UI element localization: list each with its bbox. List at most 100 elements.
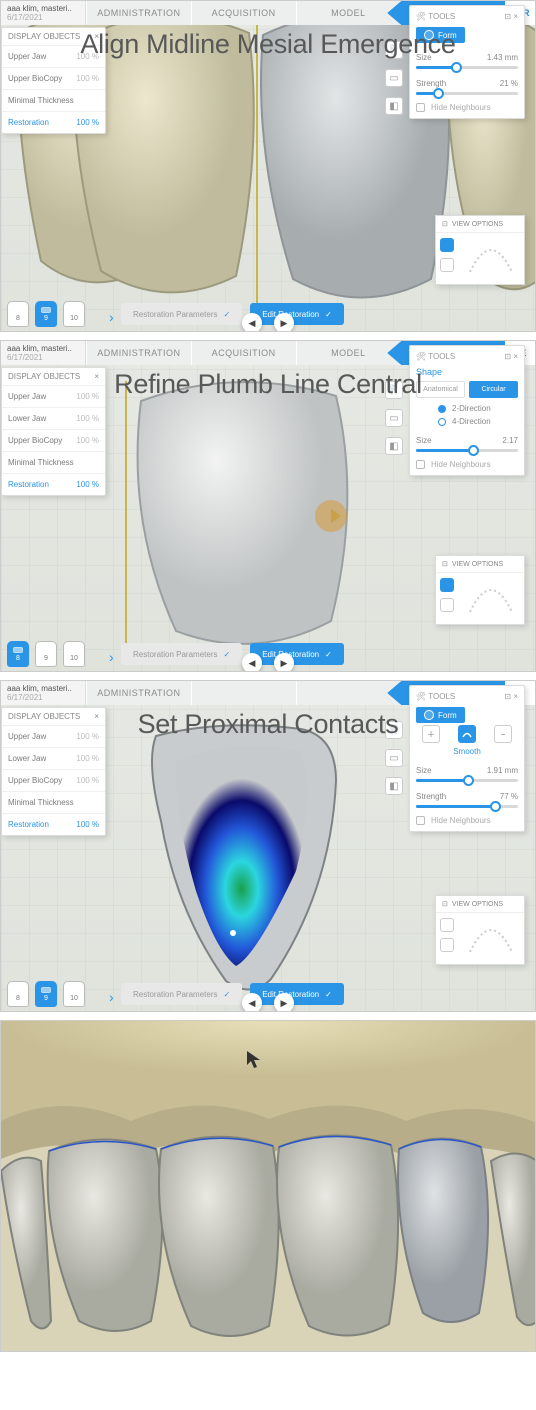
tab-acquisition[interactable] <box>191 681 296 705</box>
patient-info[interactable]: aaa klim, masteri.. 6/17/2021 <box>1 681 86 705</box>
tooth-9[interactable]: 9 <box>35 301 57 327</box>
strength-value: 21 % <box>500 79 518 88</box>
tab-acquisition[interactable]: ACQUISITION <box>191 1 296 25</box>
displayobj-row-restoration[interactable]: Restoration100 % <box>2 813 105 835</box>
tooth-9[interactable]: 9 <box>35 641 57 667</box>
nav-right-button[interactable]: ▶ <box>274 993 294 1012</box>
scale-icon[interactable]: ▭ <box>385 409 403 427</box>
expand-icon[interactable]: ⊡ <box>442 220 448 228</box>
strength-label: Strength <box>416 79 446 88</box>
patient-info[interactable]: aaa klim, masteri.. 6/17/2021 <box>1 341 86 365</box>
extra-icon[interactable]: ◧ <box>385 437 403 455</box>
panel-caption: Align Midline Mesial Emergence <box>1 29 535 60</box>
panel-3: Set Proximal Contacts aaa klim, masteri.… <box>0 680 536 1012</box>
check-icon: ✓ <box>325 990 332 999</box>
bottom-bar: 8 9 10 › Restoration Parameters✓ Edit Re… <box>1 293 535 331</box>
hide-neighbours-option[interactable]: Hide Neighbours <box>416 816 518 825</box>
strength-slider[interactable] <box>416 805 518 808</box>
panel-caption: Set Proximal Contacts <box>1 709 535 740</box>
view-icon-2[interactable] <box>440 938 454 952</box>
nav-right-button[interactable]: ▶ <box>274 653 294 672</box>
tools-expand-icon[interactable]: ⊡ × <box>504 352 518 361</box>
displayobj-label: Minimal Thickness <box>8 96 74 105</box>
radio-icon <box>438 405 446 413</box>
displayobj-label: Upper BioCopy <box>8 74 62 83</box>
patient-date: 6/17/2021 <box>7 693 79 702</box>
tools-title: 🛠 TOOLS <box>416 352 455 361</box>
scale-icon[interactable]: ▭ <box>385 69 403 87</box>
tab-model[interactable] <box>296 681 401 705</box>
view-icon-1[interactable] <box>440 578 454 592</box>
tools-expand-icon[interactable]: ⊡ × <box>504 12 518 21</box>
expand-icon[interactable]: ⊡ <box>442 560 448 568</box>
view-icon-1[interactable] <box>440 238 454 252</box>
tab-model[interactable]: MODEL <box>296 341 401 365</box>
nav-left-button[interactable]: ◀ <box>242 313 262 332</box>
strength-label: Strength <box>416 792 446 801</box>
tooth-8[interactable]: 8 <box>7 641 29 667</box>
displayobj-row[interactable]: Minimal Thickness <box>2 451 105 473</box>
chevron-right-icon[interactable]: › <box>109 649 114 665</box>
extra-icon[interactable]: ◧ <box>385 97 403 115</box>
arch-icon[interactable] <box>464 236 518 276</box>
nav-left-button[interactable]: ◀ <box>242 653 262 672</box>
view-options-card: ⊡VIEW OPTIONS <box>435 895 525 965</box>
displayobj-row-restoration[interactable]: Restoration100 % <box>2 111 105 133</box>
view-icon-2[interactable] <box>440 598 454 612</box>
hide-neighbours-label: Hide Neighbours <box>431 103 491 112</box>
view-icon-1[interactable] <box>440 918 454 932</box>
strength-slider[interactable] <box>416 92 518 95</box>
tab-model[interactable]: MODEL <box>296 1 401 25</box>
chevron-right-icon[interactable]: › <box>109 309 114 325</box>
checkbox-icon <box>416 460 425 469</box>
tools-form-card: 🛠 TOOLS⊡ × Form Size1.43 mm Strength21 %… <box>409 5 525 119</box>
nav-left-button[interactable]: ◀ <box>242 993 262 1012</box>
option-4direction[interactable]: 4-Direction <box>438 417 518 426</box>
size-slider[interactable] <box>416 449 518 452</box>
tools-title: 🛠 TOOLS <box>416 692 455 701</box>
view-options-card: ⊡VIEW OPTIONS <box>435 215 525 285</box>
displayobj-row[interactable]: Upper BioCopy100 % <box>2 769 105 791</box>
size-slider[interactable] <box>416 779 518 782</box>
check-icon: ✓ <box>223 990 230 999</box>
chevron-right-icon[interactable]: › <box>109 989 114 1005</box>
restoration-parameters-button[interactable]: Restoration Parameters✓ <box>121 303 242 325</box>
panel-1: Align Midline Mesial Emergence aaa klim,… <box>0 0 536 332</box>
displayobj-row[interactable]: Upper BioCopy100 % <box>2 67 105 89</box>
size-slider[interactable] <box>416 66 518 69</box>
nav-right-button[interactable]: ▶ <box>274 313 294 332</box>
tooth-9[interactable]: 9 <box>35 981 57 1007</box>
tooth-10[interactable]: 10 <box>63 641 85 667</box>
tab-administration[interactable]: ADMINISTRATION <box>86 341 191 365</box>
restoration-parameters-button[interactable]: Restoration Parameters✓ <box>121 643 242 665</box>
check-icon: ✓ <box>325 650 332 659</box>
hide-neighbours-option[interactable]: Hide Neighbours <box>416 103 518 112</box>
arch-icon[interactable] <box>464 916 518 956</box>
tab-administration[interactable]: ADMINISTRATION <box>86 1 191 25</box>
view-icon-2[interactable] <box>440 258 454 272</box>
tab-administration[interactable]: ADMINISTRATION <box>86 681 191 705</box>
size-label: Size <box>416 766 432 775</box>
scale-icon[interactable]: ▭ <box>385 749 403 767</box>
tooth-8[interactable]: 8 <box>7 981 29 1007</box>
displayobj-row[interactable]: Minimal Thickness <box>2 791 105 813</box>
checkbox-icon <box>416 103 425 112</box>
bottom-bar: 8 9 10 › Restoration Parameters✓ Edit Re… <box>1 973 535 1011</box>
tooth-10[interactable]: 10 <box>63 981 85 1007</box>
restoration-parameters-button[interactable]: Restoration Parameters✓ <box>121 983 242 1005</box>
extra-icon[interactable]: ◧ <box>385 777 403 795</box>
tooth-8[interactable]: 8 <box>7 301 29 327</box>
hide-neighbours-option[interactable]: Hide Neighbours <box>416 460 518 469</box>
displayobj-row[interactable]: Lower Jaw100 % <box>2 747 105 769</box>
displayobj-row-restoration[interactable]: Restoration100 % <box>2 473 105 495</box>
option-2direction[interactable]: 2-Direction <box>438 404 518 413</box>
tools-expand-icon[interactable]: ⊡ × <box>504 692 518 701</box>
patient-info[interactable]: aaa klim, masteri.. 6/17/2021 <box>1 1 86 25</box>
tab-acquisition[interactable]: ACQUISITION <box>191 341 296 365</box>
arch-icon[interactable] <box>464 576 518 616</box>
displayobj-row[interactable]: Minimal Thickness <box>2 89 105 111</box>
displayobj-row[interactable]: Lower Jaw100 % <box>2 407 105 429</box>
tooth-10[interactable]: 10 <box>63 301 85 327</box>
displayobj-row[interactable]: Upper BioCopy100 % <box>2 429 105 451</box>
expand-icon[interactable]: ⊡ <box>442 900 448 908</box>
